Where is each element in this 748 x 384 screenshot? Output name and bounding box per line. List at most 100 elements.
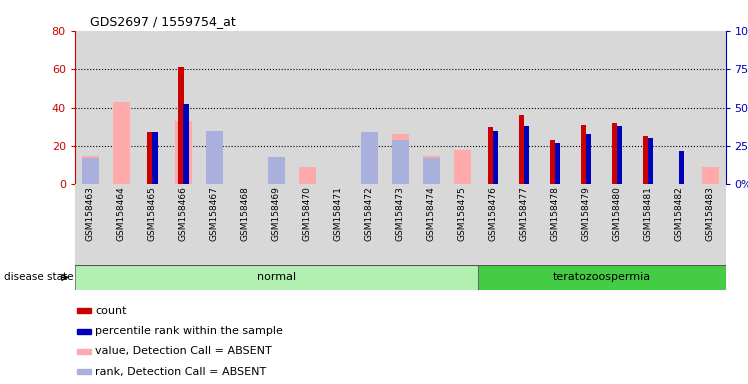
Bar (392, 134, 408, 184)
Bar (509, 184, 539, 269)
Bar (453, 150, 470, 184)
Bar (183, 104, 188, 184)
Bar (384, 184, 416, 269)
Bar (77, 329, 91, 334)
Bar (509, 31, 539, 184)
Bar (601, 184, 633, 269)
Bar (361, 134, 378, 184)
Text: GSM158466: GSM158466 (179, 186, 188, 241)
Bar (478, 31, 509, 184)
Text: count: count (95, 306, 126, 316)
Bar (261, 31, 292, 184)
Bar (695, 31, 726, 184)
Bar (199, 31, 230, 184)
Bar (82, 156, 99, 184)
Bar (633, 31, 663, 184)
Bar (199, 184, 230, 269)
Text: GSM158478: GSM158478 (551, 186, 560, 241)
Bar (423, 158, 440, 184)
Bar (488, 127, 494, 184)
Bar (663, 184, 695, 269)
Bar (539, 31, 571, 184)
Text: GSM158473: GSM158473 (396, 186, 405, 241)
Text: value, Detection Call = ABSENT: value, Detection Call = ABSENT (95, 346, 272, 356)
Bar (643, 136, 649, 184)
Bar (648, 138, 653, 184)
Bar (113, 102, 130, 184)
Bar (292, 31, 322, 184)
Bar (447, 184, 478, 269)
Bar (447, 31, 478, 184)
Bar (695, 184, 726, 269)
Bar (601, 31, 633, 184)
Bar (581, 125, 586, 184)
Text: teratozoospermia: teratozoospermia (553, 272, 651, 283)
Bar (137, 31, 168, 184)
Bar (361, 132, 378, 184)
Bar (206, 167, 223, 184)
Text: GSM158481: GSM158481 (643, 186, 652, 241)
Text: percentile rank within the sample: percentile rank within the sample (95, 326, 283, 336)
Text: disease state: disease state (4, 272, 73, 283)
Bar (571, 31, 601, 184)
Text: GSM158467: GSM158467 (209, 186, 218, 241)
Text: GSM158472: GSM158472 (365, 186, 374, 241)
Text: GSM158465: GSM158465 (148, 186, 157, 241)
Text: GSM158471: GSM158471 (334, 186, 343, 241)
Bar (77, 349, 91, 354)
Text: GSM158483: GSM158483 (705, 186, 714, 241)
Text: GDS2697 / 1559754_at: GDS2697 / 1559754_at (90, 15, 236, 28)
Text: GSM158469: GSM158469 (272, 186, 280, 241)
Text: GSM158468: GSM158468 (241, 186, 250, 241)
Bar (416, 184, 447, 269)
Bar (416, 31, 447, 184)
Bar (322, 184, 354, 269)
Text: GSM158480: GSM158480 (613, 186, 622, 241)
Bar (519, 115, 524, 184)
Bar (230, 31, 261, 184)
Bar (555, 143, 560, 184)
Bar (75, 184, 105, 269)
Text: normal: normal (257, 272, 295, 283)
Bar (663, 31, 695, 184)
Bar (493, 131, 498, 184)
Text: GSM158479: GSM158479 (582, 186, 591, 241)
Text: GSM158470: GSM158470 (303, 186, 312, 241)
Bar (168, 184, 199, 269)
Bar (77, 308, 91, 313)
Bar (261, 184, 292, 269)
Bar (478, 265, 726, 290)
Bar (268, 157, 285, 184)
Bar (423, 156, 440, 184)
Text: GSM158463: GSM158463 (86, 186, 95, 241)
Bar (550, 140, 556, 184)
Bar (524, 126, 530, 184)
Bar (617, 126, 622, 184)
Bar (268, 167, 285, 184)
Bar (147, 132, 153, 184)
Bar (612, 123, 617, 184)
Bar (75, 265, 478, 290)
Text: GSM158482: GSM158482 (675, 186, 684, 241)
Bar (478, 184, 509, 269)
Bar (392, 140, 408, 184)
Text: GSM158476: GSM158476 (488, 186, 497, 241)
Bar (82, 158, 99, 184)
Bar (105, 184, 137, 269)
Bar (77, 369, 91, 374)
Bar (322, 31, 354, 184)
Bar (292, 184, 322, 269)
Bar (75, 31, 105, 184)
Text: GSM158464: GSM158464 (117, 186, 126, 241)
Bar (175, 121, 191, 184)
Bar (206, 131, 223, 184)
Bar (586, 134, 592, 184)
Bar (152, 132, 158, 184)
Bar (678, 151, 684, 184)
Bar (230, 184, 261, 269)
Bar (571, 184, 601, 269)
Bar (384, 31, 416, 184)
Bar (298, 167, 316, 184)
Bar (137, 184, 168, 269)
Text: GSM158477: GSM158477 (520, 186, 529, 241)
